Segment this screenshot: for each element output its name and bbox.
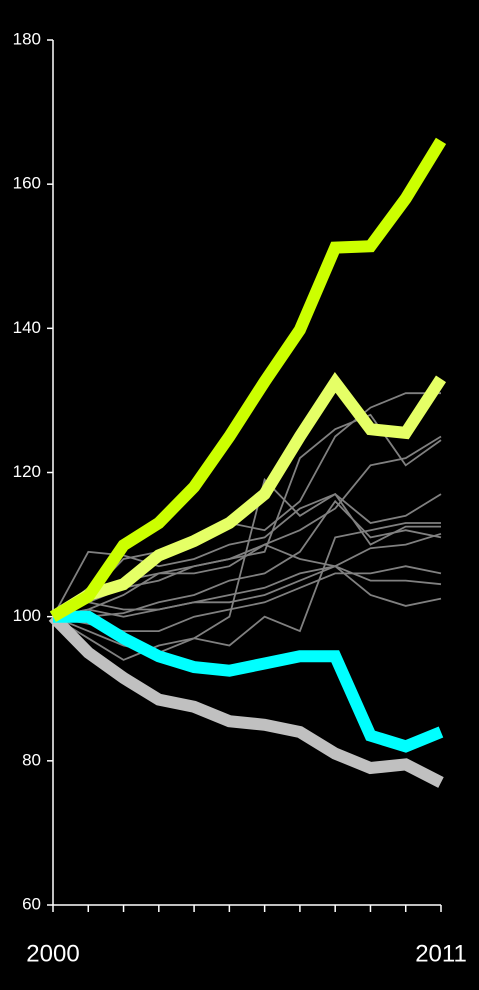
line (52, 477, 442, 654)
y-tick-label: 120 (13, 462, 41, 481)
y-tick-label: 60 (22, 894, 41, 913)
y-tick-label: 140 (13, 318, 41, 337)
highlight-line (50, 137, 447, 622)
highlight-line (53, 610, 444, 753)
y-tick-label: 160 (13, 174, 41, 193)
highlight-line (49, 371, 447, 622)
line (52, 522, 441, 661)
y-tick-label: 80 (22, 750, 41, 769)
highlight-line (48, 612, 444, 788)
line (53, 499, 442, 618)
x-tick-label: 2000 (26, 940, 79, 967)
line (52, 392, 441, 618)
y-tick-label: 100 (13, 606, 41, 625)
y-tick-label: 180 (13, 29, 41, 48)
line (52, 565, 442, 618)
line (52, 565, 442, 618)
x-tick-label: 2011 (415, 940, 467, 967)
